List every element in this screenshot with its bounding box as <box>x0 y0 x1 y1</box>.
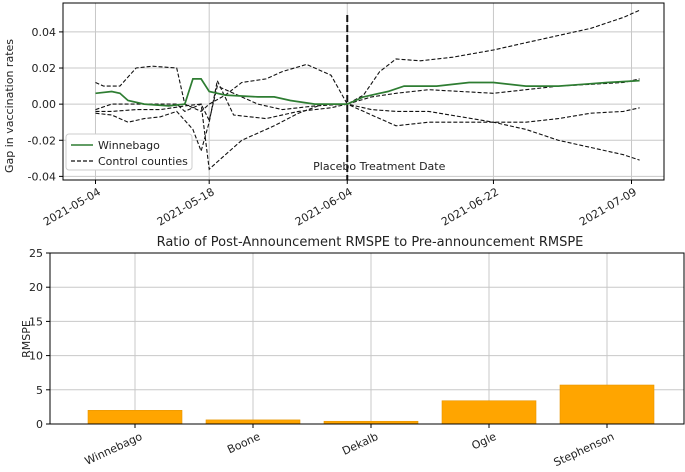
legend-control-label: Control counties <box>98 155 188 168</box>
bottom-bars <box>87 384 655 425</box>
bottom-y-tick-label: 20 <box>29 281 43 294</box>
top-x-tick-label: 2021-06-04 <box>293 185 355 228</box>
series-control-line-1 <box>95 9 640 113</box>
rmspe-ratio-chart: Ratio of Post-Announcement RMSPE to Pre-… <box>20 235 685 469</box>
bottom-x-tick-label: Winnebago <box>83 430 145 468</box>
bottom-x-tick-label: Stephenson <box>552 430 617 469</box>
bottom-chart-title: Ratio of Post-Announcement RMSPE to Pre-… <box>157 235 584 250</box>
top-y-tick-label: -0.04 <box>28 170 56 183</box>
top-y-axis-label: Gap in vaccination rates <box>3 39 16 173</box>
bottom-y-tick-label: 0 <box>36 418 43 431</box>
bar-stephenson <box>559 384 655 425</box>
series-control-line-4 <box>95 78 640 123</box>
bottom-y-axis-label: RMSPE <box>20 320 33 358</box>
top-x-tick-label: 2021-05-18 <box>155 185 217 228</box>
bottom-plot-frame <box>49 252 685 425</box>
top-y-tick-label: 0.02 <box>32 62 57 75</box>
bottom-y-tick-label: 15 <box>29 315 43 328</box>
top-series-group <box>95 9 640 171</box>
bar-winnebago <box>87 410 183 425</box>
series-control-line-2 <box>95 103 640 171</box>
series-winnebago-line <box>95 78 640 107</box>
bar-ogle <box>441 400 537 425</box>
bottom-y-tick-label: 25 <box>29 247 43 260</box>
placebo-treatment-label: Placebo Treatment Date <box>313 160 445 173</box>
top-y-ticks: -0.04 -0.02 0.00 0.02 0.04 <box>28 26 63 183</box>
top-y-tick-label: 0.00 <box>32 98 57 111</box>
bottom-y-tick-label: 10 <box>29 350 43 363</box>
top-y-tick-label: -0.02 <box>28 134 56 147</box>
top-legend: Winnebago Control counties <box>65 133 193 171</box>
placebo-gap-chart: Gap in vaccination rates Placebo Treatme… <box>3 2 665 229</box>
bottom-y-ticks: 0 5 10 15 20 25 <box>29 247 50 431</box>
top-x-tick-label: 2021-05-04 <box>41 185 103 228</box>
top-x-tick-label: 2021-07-09 <box>577 185 639 228</box>
legend-box <box>65 133 193 171</box>
top-plot-frame <box>62 2 665 181</box>
bar-boone <box>205 419 301 425</box>
bottom-x-tick-label: Dekalb <box>340 430 380 458</box>
bottom-x-tick-label: Ogle <box>470 430 499 453</box>
bottom-x-tick-label: Boone <box>225 430 262 457</box>
top-x-tick-label: 2021-06-22 <box>439 185 501 228</box>
series-control-line-3 <box>95 78 640 153</box>
top-y-tick-label: 0.04 <box>32 26 57 39</box>
bottom-x-ticks: Winnebago Boone Dekalb Ogle Stephenson <box>83 424 617 469</box>
legend-winnebago-label: Winnebago <box>98 139 160 152</box>
top-x-ticks: 2021-05-04 2021-05-18 2021-06-04 2021-06-22… <box>41 180 639 229</box>
bottom-y-tick-label: 5 <box>36 384 43 397</box>
